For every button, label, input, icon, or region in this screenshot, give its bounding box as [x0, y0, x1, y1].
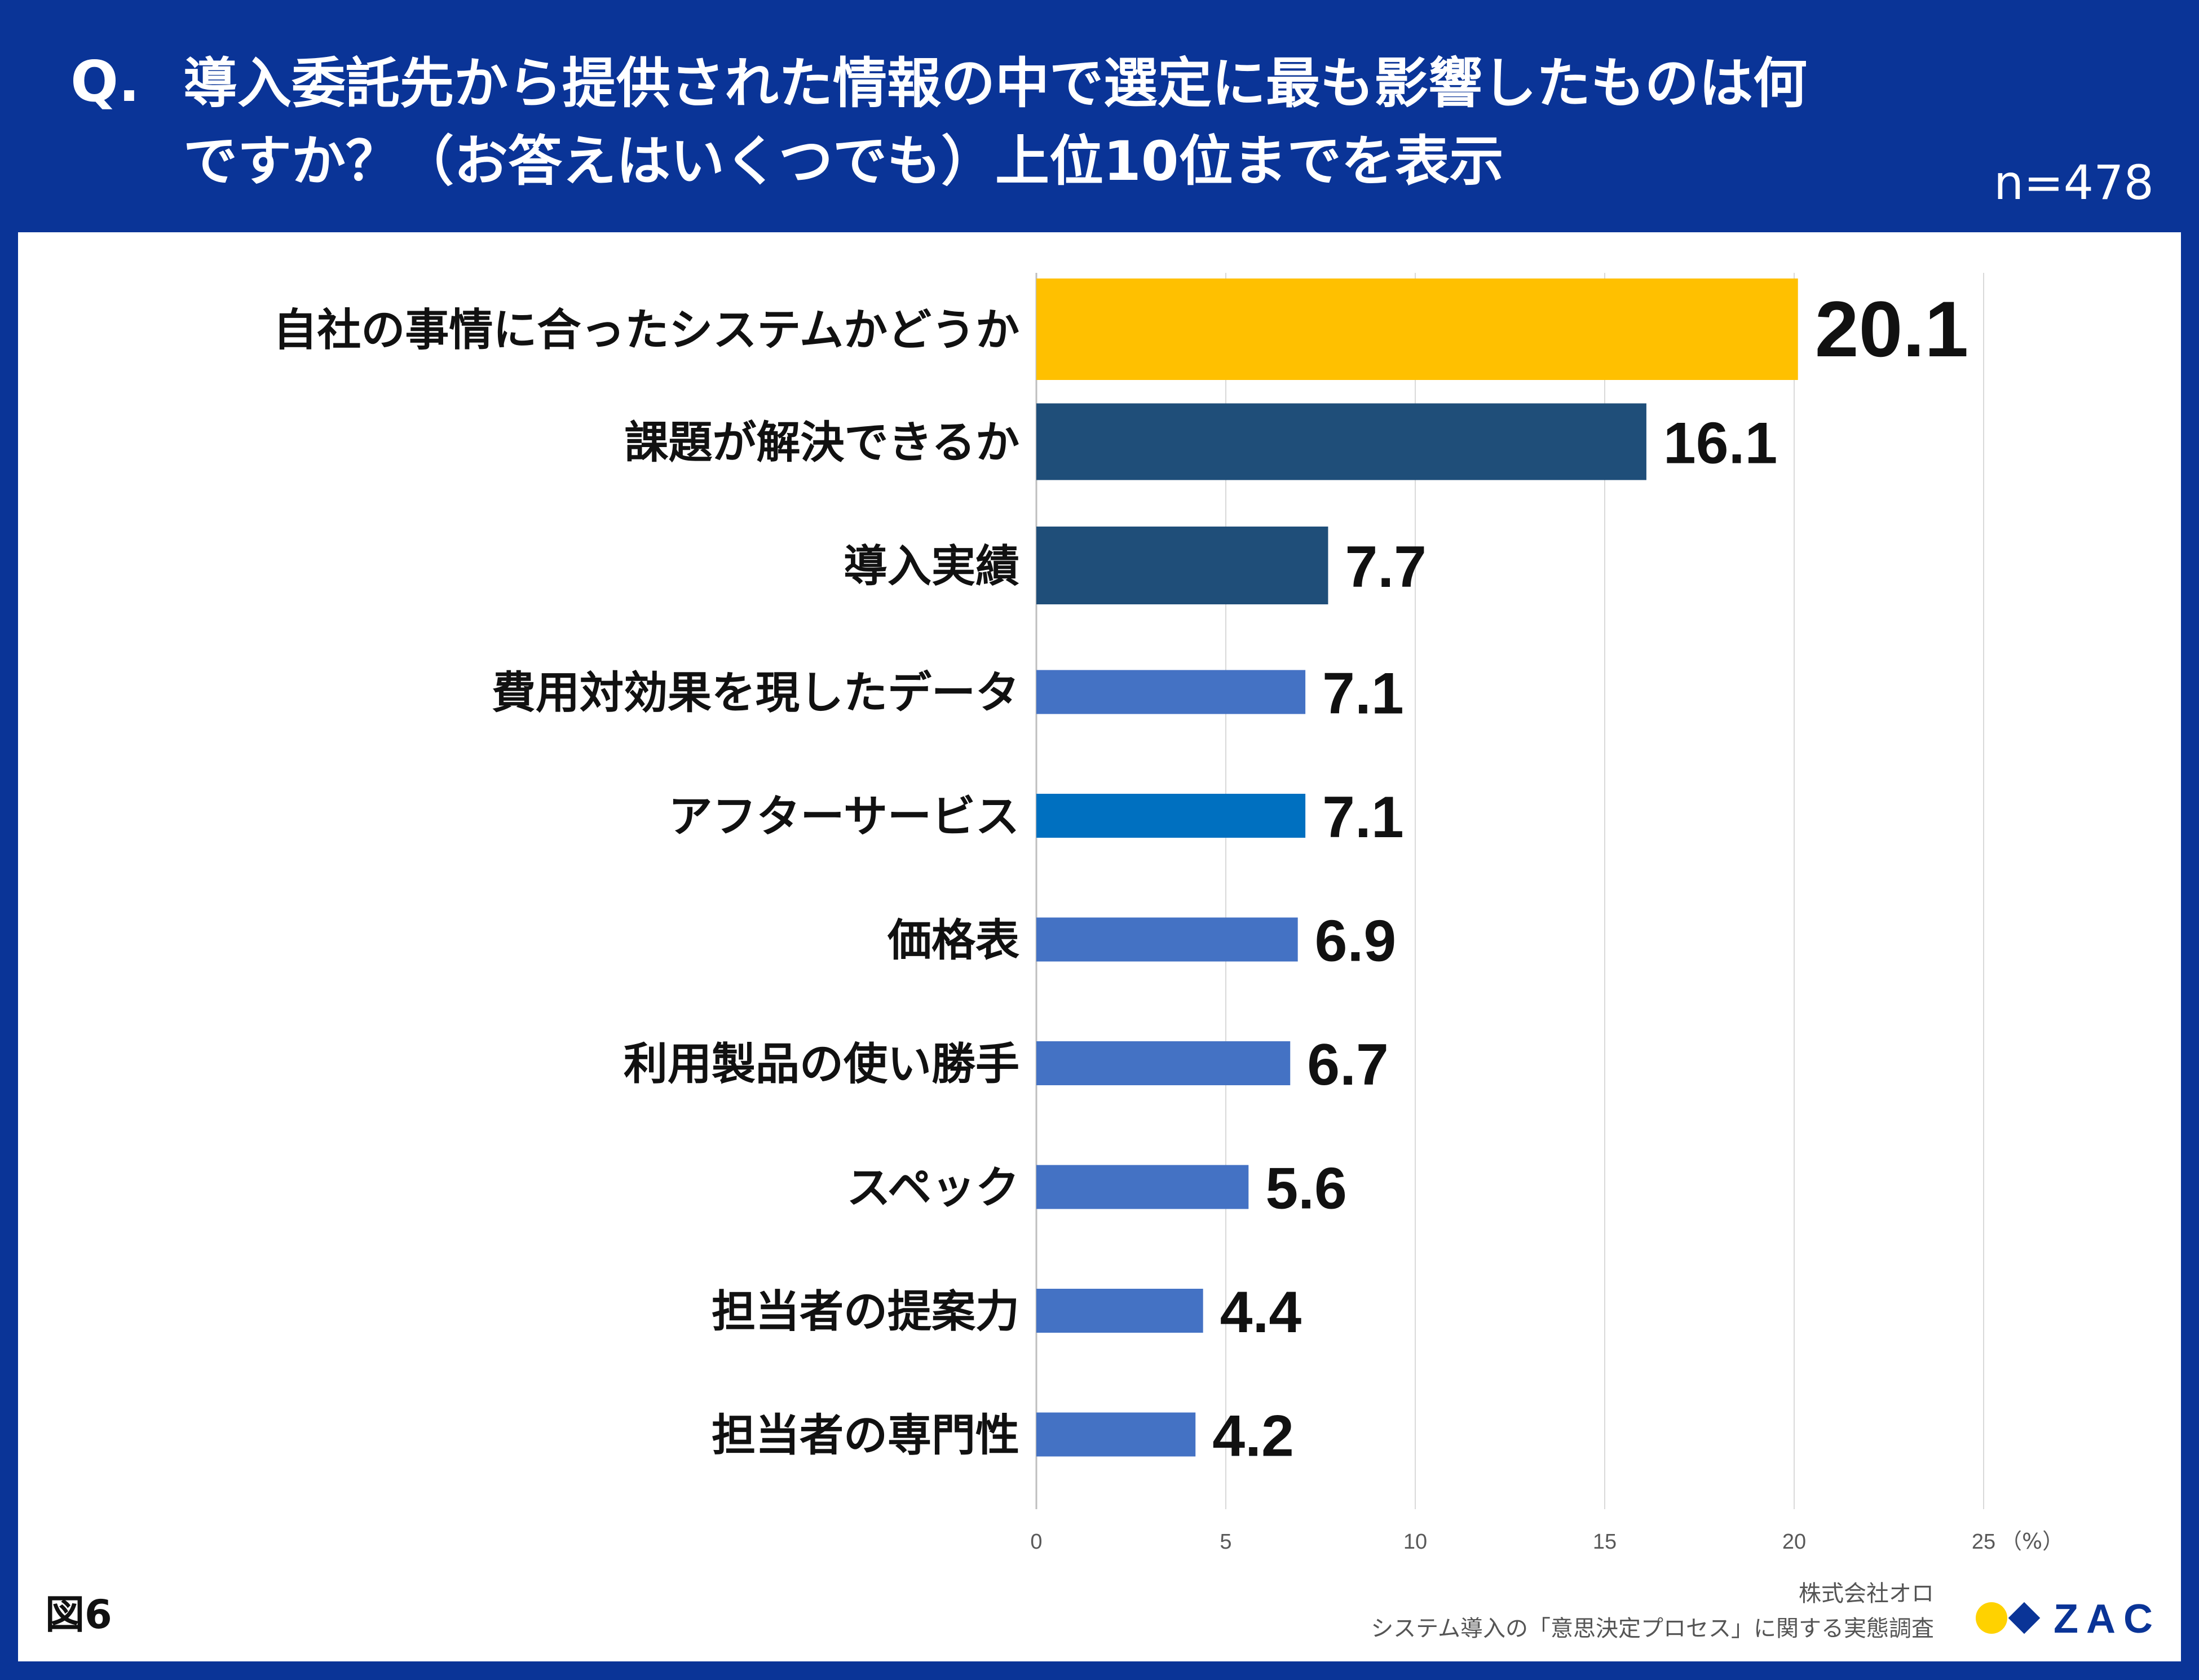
logo-yellow-dot	[1976, 1602, 2007, 1634]
question-line-1: 導入委託先から提供された情報の中で選定に最も影響したものは何	[183, 52, 1807, 115]
x-tick-label-10: 10	[1403, 1530, 1427, 1554]
bar-10	[1036, 1412, 1196, 1457]
sample-size: n=478	[1994, 155, 2154, 210]
chart-panel: 自社の事情に合ったシステムかどうか 20.1 課題が解決できるか 16.1 導入実績 7.…	[18, 232, 2181, 1661]
category-label-4: 費用対効果を現したデータ	[492, 668, 1019, 719]
bar-3	[1036, 527, 1328, 604]
x-tick-label-15: 15	[1593, 1530, 1617, 1554]
category-label-7: 利用製品の使い勝手	[624, 1039, 1019, 1090]
bar-chart: 自社の事情に合ったシステムかどうか 20.1 課題が解決できるか 16.1 導入実績 7.…	[273, 273, 2064, 1554]
x-tick-label-0: 0	[1030, 1530, 1042, 1554]
value-label-7: 6.7	[1307, 1032, 1389, 1098]
value-label-10: 4.2	[1212, 1404, 1294, 1469]
category-label-5: アフターサービス	[669, 792, 1019, 842]
category-label-6: 価格表	[887, 916, 1019, 966]
company-name: 株式会社オロ	[1799, 1581, 1934, 1607]
bar-6	[1036, 917, 1298, 962]
logo-blue-diamond	[2008, 1602, 2041, 1634]
value-label-4: 7.1	[1322, 661, 1404, 727]
bar-7	[1036, 1041, 1291, 1085]
figure-label: 図6	[45, 1591, 112, 1638]
bar-1	[1036, 278, 1798, 380]
value-label-3: 7.7	[1345, 534, 1427, 600]
header: Q. 導入委託先から提供された情報の中で選定に最も影響したものは何 ですか？（お…	[0, 0, 2199, 232]
value-label-5: 7.1	[1322, 785, 1404, 850]
value-label-9: 4.4	[1220, 1280, 1302, 1345]
category-label-9: 担当者の提案力	[712, 1286, 1019, 1337]
bar-8	[1036, 1165, 1249, 1209]
question-mark: Q.	[70, 48, 140, 114]
bar-4	[1036, 670, 1306, 714]
category-label-1: 自社の事情に合ったシステムかどうか	[273, 305, 1019, 356]
bar-5	[1036, 794, 1306, 838]
category-label-10: 担当者の専門性	[712, 1411, 1019, 1461]
logo-text: ZAC	[2054, 1597, 2155, 1642]
question-line-2: ですか？（お答えはいくつでも）上位10位までを表示	[183, 130, 1504, 193]
category-label-3: 導入実績	[844, 541, 1019, 592]
x-tick-label-20: 20	[1782, 1530, 1806, 1554]
value-label-8: 5.6	[1265, 1156, 1347, 1222]
zac-logo: ZAC	[1976, 1597, 2155, 1642]
category-label-8: スペック	[846, 1163, 1019, 1214]
bar-2	[1036, 403, 1646, 480]
category-label-2: 課題が解決できるか	[625, 418, 1019, 468]
value-label-1: 20.1	[1815, 285, 1968, 373]
x-axis-unit-label: （%）	[2001, 1529, 2064, 1554]
x-tick-label-5: 5	[1220, 1530, 1231, 1554]
value-label-6: 6.9	[1315, 909, 1397, 974]
bar-9	[1036, 1289, 1203, 1333]
survey-title: システム導入の「意思決定プロセス」に関する実態調査	[1371, 1616, 1934, 1642]
x-tick-label-25: 25	[1972, 1530, 1995, 1554]
value-label-2: 16.1	[1663, 411, 1777, 476]
